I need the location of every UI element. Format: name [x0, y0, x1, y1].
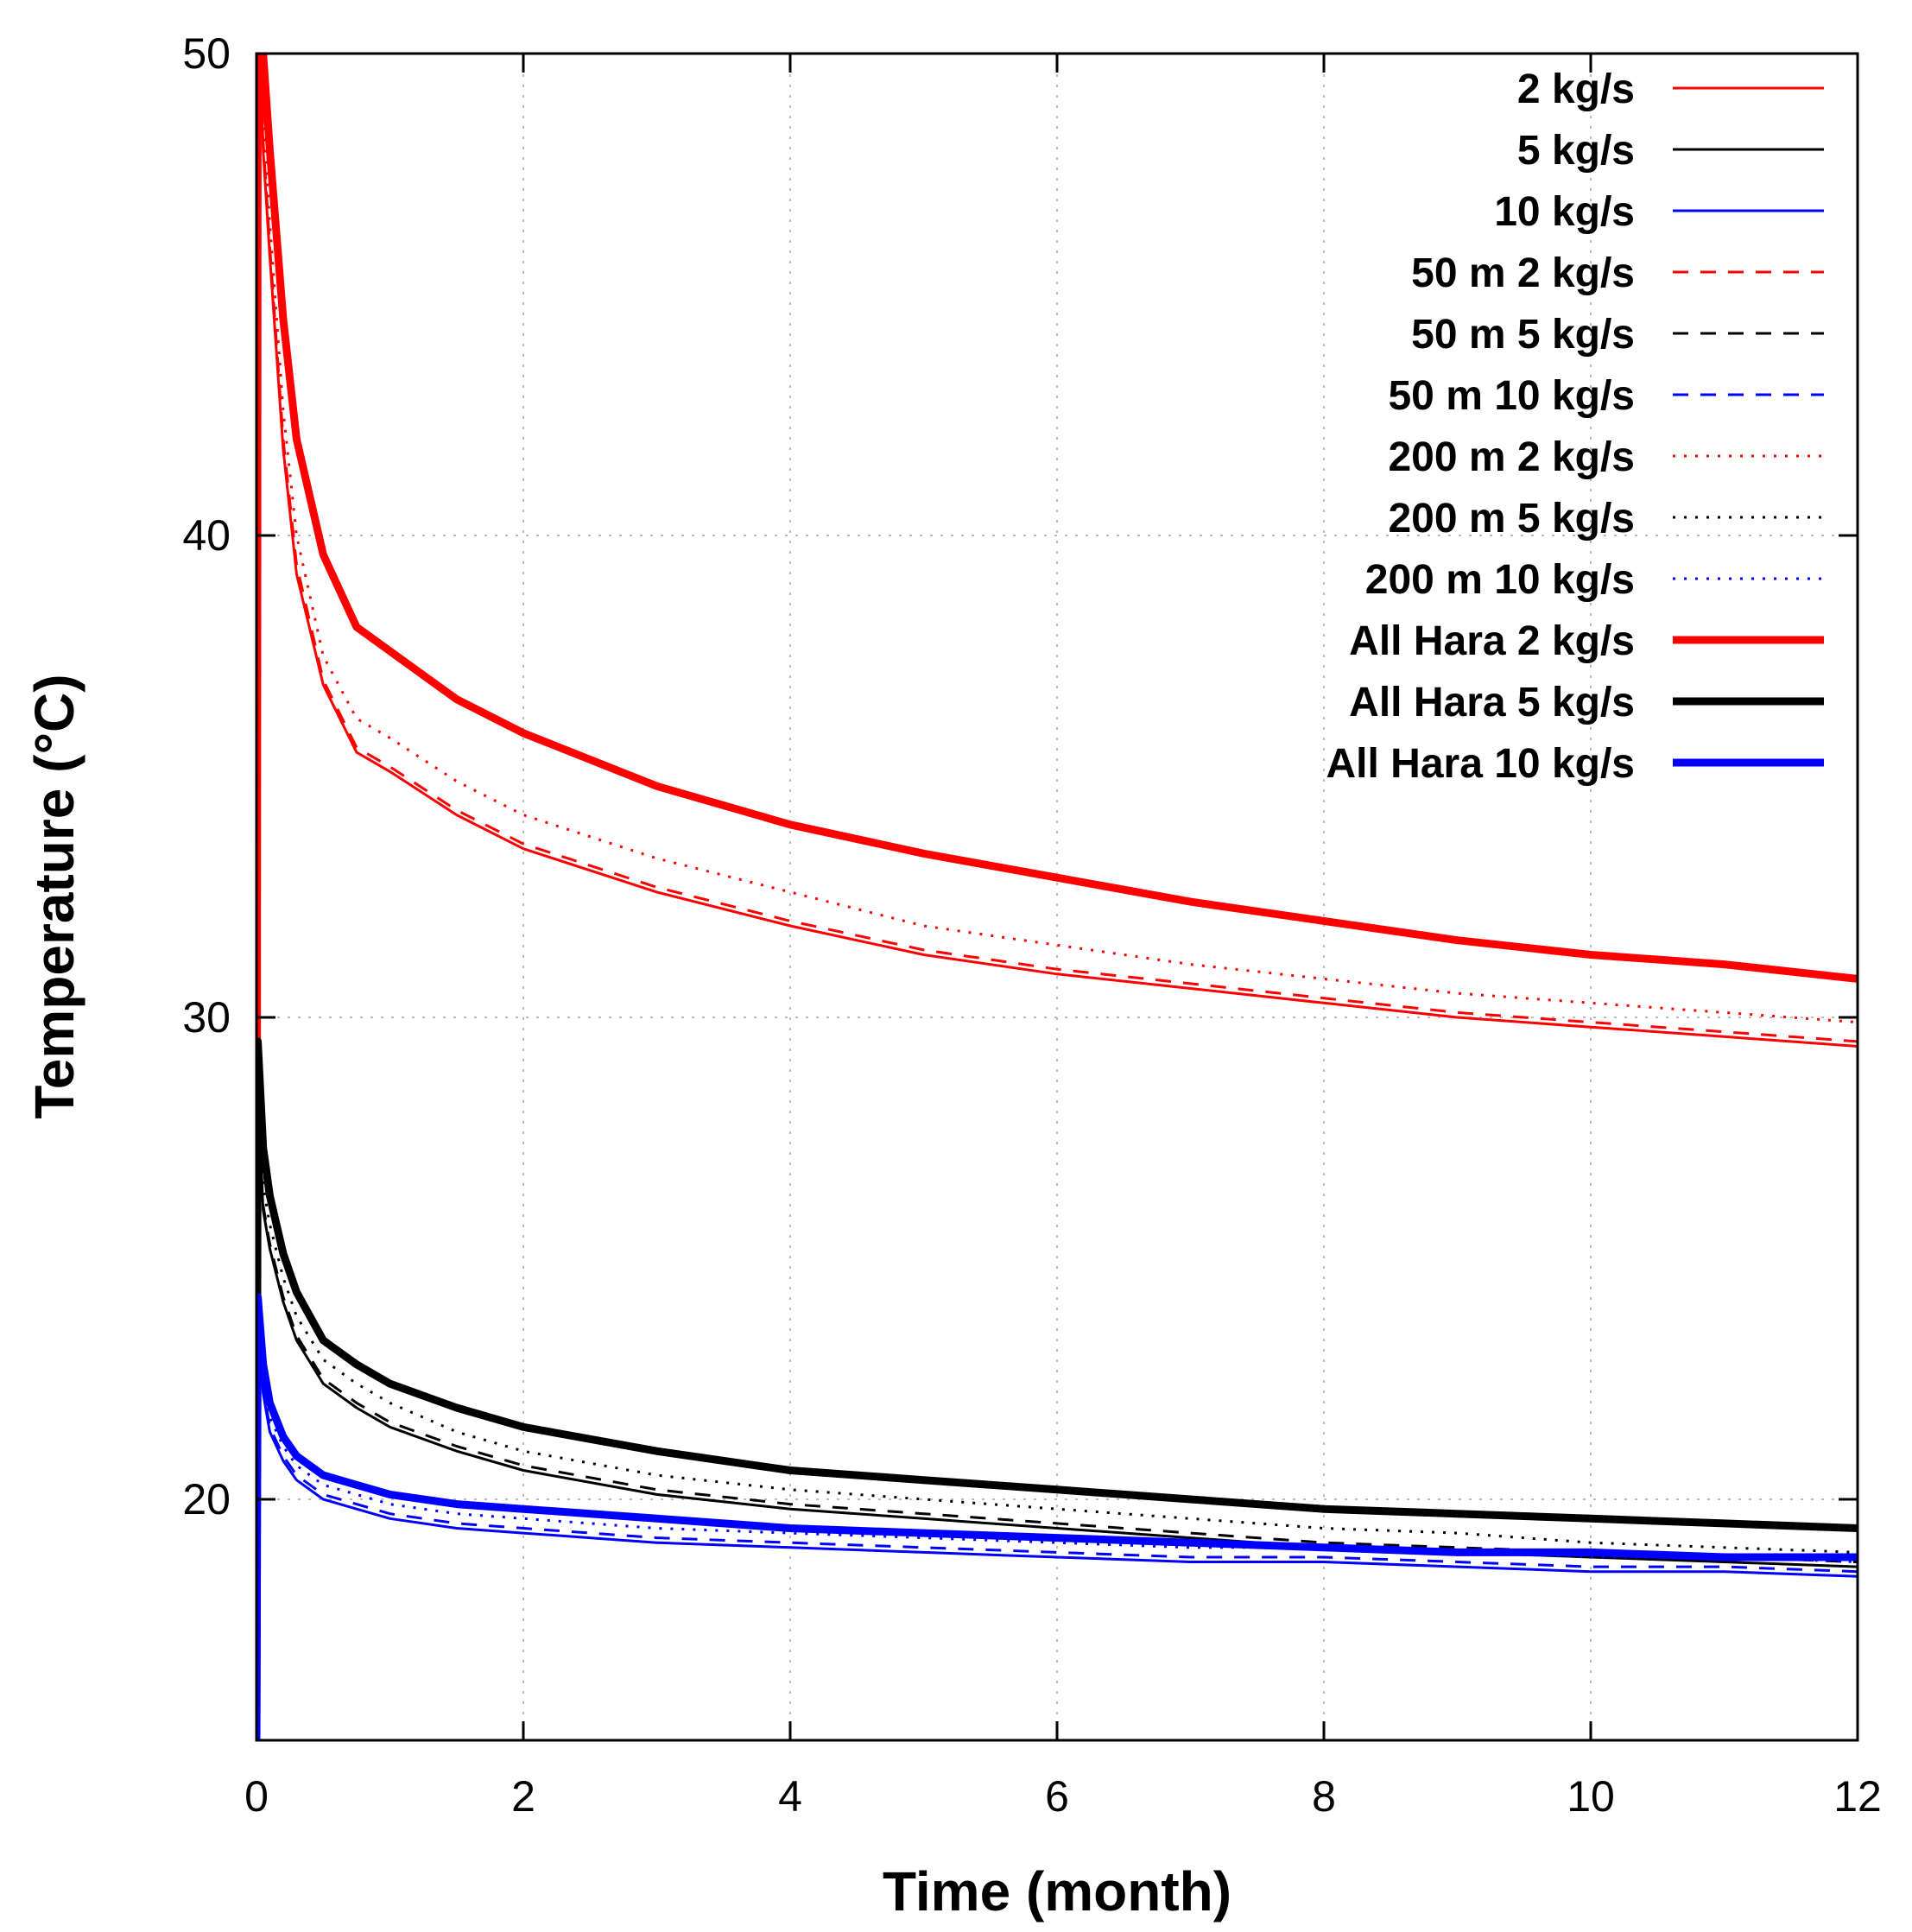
series-line-12: [256, 1293, 1858, 1740]
x-tick-label: 6: [1045, 1772, 1069, 1821]
legend-label-1: 2 kg/s: [1517, 67, 1635, 112]
series-line-1: [256, 54, 1858, 1740]
series-line-10: [256, 54, 1858, 1740]
series-line-11: [256, 1037, 1858, 1740]
legend-label-4: 50 m 2 kg/s: [1411, 250, 1635, 296]
legend-label-10: All Hara 2 kg/s: [1349, 618, 1635, 664]
legend: 2 kg/s 5 kg/s 10 kg/s 50 m 2 kg/s 50 m 5 kg/…: [1326, 67, 1824, 787]
legend-label-11: All Hara 5 kg/s: [1349, 680, 1635, 725]
legend-label-8: 200 m 5 kg/s: [1388, 496, 1635, 542]
legend-label-9: 200 m 10 kg/s: [1365, 557, 1635, 603]
legend-label-12: All Hara 10 kg/s: [1326, 741, 1635, 787]
series-lines: [256, 54, 1858, 1740]
x-tick-label: 0: [244, 1772, 269, 1821]
legend-label-5: 50 m 5 kg/s: [1411, 312, 1635, 358]
y-tick-label: 50: [182, 29, 231, 78]
grid-lines: [256, 54, 1858, 1740]
series-line-4: [256, 54, 1858, 1740]
legend-label-3: 10 kg/s: [1494, 189, 1635, 235]
legend-label-7: 200 m 2 kg/s: [1388, 434, 1635, 480]
y-tick-label: 20: [182, 1475, 231, 1523]
y-axis-title: Temperature (°C): [23, 674, 85, 1118]
y-tick-label: 40: [182, 511, 231, 560]
x-tick-label: 2: [511, 1772, 535, 1821]
y-tick-label: 30: [182, 993, 231, 1042]
series-line-3: [256, 1329, 1858, 1740]
x-tick-label: 10: [1567, 1772, 1615, 1821]
legend-label-6: 50 m 10 kg/s: [1388, 373, 1635, 419]
series-line-7: [256, 54, 1858, 1740]
series-line-5: [256, 1098, 1858, 1740]
legend-label-2: 5 kg/s: [1517, 128, 1635, 174]
x-tick-label: 8: [1312, 1772, 1336, 1821]
series-line-6: [256, 1324, 1858, 1740]
x-axis-title: Time (month): [883, 1860, 1231, 1922]
x-tick-label: 12: [1833, 1772, 1882, 1821]
axis-ticks: 0 2 4 6 8 10 12 20 30 40 50: [182, 29, 1881, 1821]
x-tick-label: 4: [778, 1772, 802, 1821]
